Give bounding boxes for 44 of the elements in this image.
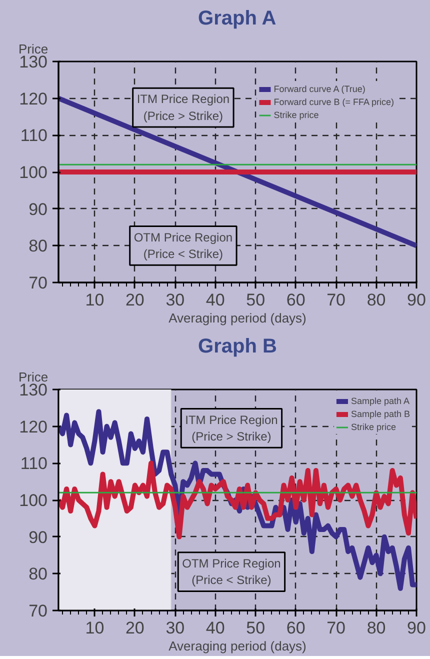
x-tick-label: 70 bbox=[326, 290, 346, 310]
x-tick-label: 10 bbox=[85, 618, 104, 638]
y-tick-label: 110 bbox=[20, 454, 48, 474]
x-tick-label: 50 bbox=[246, 290, 266, 310]
x-tick-label: 80 bbox=[366, 618, 386, 638]
legend-label: Forward curve B (= FFA price) bbox=[274, 96, 394, 107]
chart-title: Graph B bbox=[198, 336, 277, 358]
y-tick-label: 90 bbox=[28, 528, 48, 547]
x-tick-label: 10 bbox=[85, 290, 104, 310]
x-tick-label: 30 bbox=[166, 618, 185, 638]
y-tick-label: 100 bbox=[19, 163, 48, 182]
annotation: OTM Price Region (Price < Strike) bbox=[134, 230, 233, 262]
y-tick-label: 120 bbox=[19, 89, 48, 108]
x-axis-title: Averaging period (days) bbox=[168, 638, 306, 654]
annotation: ITM Price Region (Price > Strike) bbox=[185, 412, 278, 444]
x-tick-label: 40 bbox=[206, 618, 225, 638]
chart-title: Graph A bbox=[198, 8, 276, 30]
x-tick-label: 60 bbox=[286, 618, 306, 638]
x-tick-label: 90 bbox=[407, 290, 426, 310]
annotation: OTM Price Region (Price < Strike) bbox=[182, 556, 281, 588]
y-tick-label: 80 bbox=[28, 564, 48, 584]
x-tick-label: 90 bbox=[407, 618, 426, 638]
x-axis-title: Averaging period (days) bbox=[168, 310, 306, 326]
x-tick-label: 70 bbox=[326, 618, 346, 638]
annotation: ITM Price Region (Price > Strike) bbox=[136, 92, 230, 123]
x-tick-label: 30 bbox=[166, 290, 185, 310]
x-tick-label: 20 bbox=[125, 290, 144, 310]
legend-label: Forward curve A (True) bbox=[274, 83, 366, 94]
y-tick-label: 80 bbox=[28, 236, 48, 256]
legend-label: Sample path B bbox=[350, 408, 410, 419]
legend-label: Strike price bbox=[350, 421, 396, 432]
y-tick-label: 110 bbox=[20, 126, 48, 146]
legend-label: Sample path A bbox=[350, 395, 410, 406]
x-tick-label: 60 bbox=[286, 290, 306, 310]
x-tick-label: 40 bbox=[206, 290, 225, 310]
y-tick-label: 70 bbox=[28, 602, 48, 620]
y-tick-label: 100 bbox=[19, 491, 48, 510]
legend-label: Strike price bbox=[274, 109, 319, 120]
x-tick-label: 20 bbox=[125, 618, 144, 638]
x-tick-label: 80 bbox=[366, 290, 386, 310]
y-tick-label: 70 bbox=[28, 274, 48, 292]
y-tick-label: 120 bbox=[19, 417, 48, 436]
y-tick-label: 90 bbox=[28, 200, 48, 219]
x-tick-label: 50 bbox=[246, 618, 266, 638]
